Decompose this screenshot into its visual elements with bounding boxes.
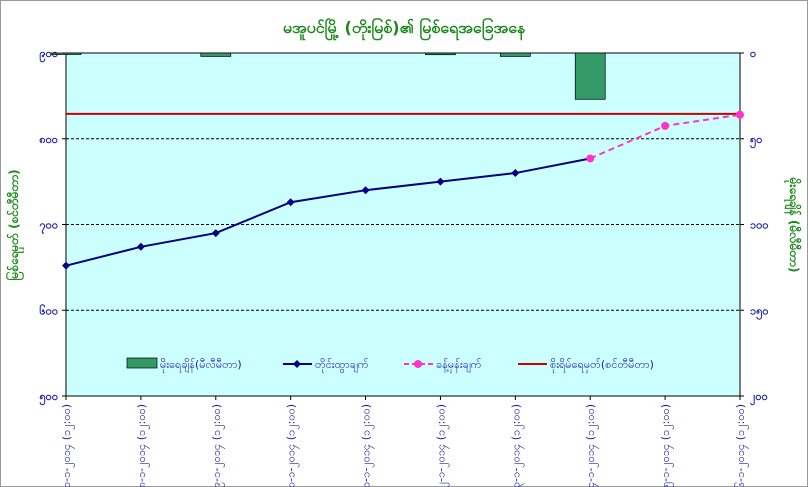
left-tick-label: ၆၀၀: [39, 304, 58, 317]
rainfall-bar: [200, 52, 232, 57]
x-tick-label: ၁၀-၁-၂၀၁၄ (၁၂:၀၀): [285, 404, 300, 487]
left-tick-label: ၉၀၀: [39, 47, 58, 63]
gridlines: [66, 138, 740, 311]
legend: မိုးရေချိန်(မီလီမီတာ) တိုင်းထွာချက် ခန့်မှ…: [126, 357, 654, 373]
forecast-series: [586, 110, 744, 163]
x-axis-ticks: ၁-၁-၂၀၁၄ (၁၂:၀၀) ၈-၁-၂၀၁၄ (၁၂:၀၀) ၉-၁-၂၀၁၄…: [60, 396, 749, 487]
x-tick-label: ၁၄-၁-၂၀၁၄ (၁၂:၀၀): [584, 404, 599, 487]
x-tick-label: ၁၅-၁-၂၀၁၄ (၁၂:၀၀): [659, 404, 674, 487]
x-tick-label: ၁၃-၁-၂၀၁၄ (၁၂:၀၀): [509, 404, 524, 487]
x-tick-label: ၁၁-၁-၂၀၁၄ (၁၂:၀၀): [360, 404, 375, 487]
chart-title: မအူပင်မြို့ (တိုးမြစ်)၏ မြစ်ရေအခြေအနေ: [283, 17, 526, 41]
forecast-point: [736, 110, 744, 119]
x-tick-label: ၈-၁-၂၀၁၄ (၁၂:၀၀): [135, 404, 150, 487]
observed-point: [511, 169, 520, 178]
legend-swatch-rainfall: [126, 357, 158, 369]
right-tick-label: ၀: [750, 47, 756, 60]
observed-point: [286, 198, 295, 207]
rainfall-bar: [425, 52, 456, 56]
left-tick-label: ၅၀၀: [39, 390, 58, 406]
observed-point: [62, 261, 70, 270]
rainfall-bar: [499, 52, 531, 57]
left-tick-label: ၈၀၀: [39, 133, 58, 146]
left-axis-ticks: ၅၀၀ ၆၀၀ ၇၀၀ ၈၀၀ ၉၀၀: [39, 47, 66, 406]
right-tick-label: ၂၀၀: [750, 390, 768, 406]
right-tick-label: ၅၀: [750, 133, 762, 149]
right-tick-label: ၁၅၀: [750, 304, 769, 320]
observed-point: [361, 186, 370, 195]
observed-series: [62, 154, 595, 270]
legend-label-forecast: ခန့်မှန်းချက်: [436, 358, 482, 373]
x-tick-label: ၁၂-၁-၂၀၁၄ (၁၂:၀၀): [434, 404, 449, 487]
rainfall-bar: [50, 52, 82, 55]
legend-marker-observed: [293, 360, 301, 368]
forecast-point: [661, 121, 670, 130]
legend-marker-forecast: [414, 360, 422, 368]
observed-point: [436, 177, 445, 186]
legend-label-warning: စိုးရိမ်ရေမှတ်(စင်တီမီတာ): [550, 358, 654, 373]
y-axis-left-label: မြစ်ရေမှတ် (စင်တီမီတာ): [4, 169, 25, 280]
left-tick-label: ၇၀၀: [39, 219, 58, 235]
x-tick-label: ၁-၁-၂၀၁၄ (၁၂:၀၀): [60, 404, 75, 487]
legend-label-rainfall: မိုးရေချိန်(မီလီမီတာ): [160, 358, 242, 373]
rainfall-bars: [50, 52, 606, 100]
x-tick-label: ၉-၁-၂၀၁၄ (၁၂:၀၀): [210, 404, 225, 487]
legend-label-observed: တိုင်းထွာချက်: [315, 358, 369, 373]
right-tick-label: ၁၀၀: [750, 219, 769, 232]
forecast-point: [586, 154, 595, 163]
rainfall-bar: [574, 52, 606, 100]
observed-point: [136, 242, 145, 251]
x-tick-label: ၁၆-၁-၂၀၁၄ (၁၂:၀၀): [734, 404, 749, 487]
observed-line: [65, 157, 591, 267]
observed-point: [211, 229, 220, 238]
y-axis-right-label: မိုးရေချိန် (မီလီမီတာ): [783, 177, 803, 273]
